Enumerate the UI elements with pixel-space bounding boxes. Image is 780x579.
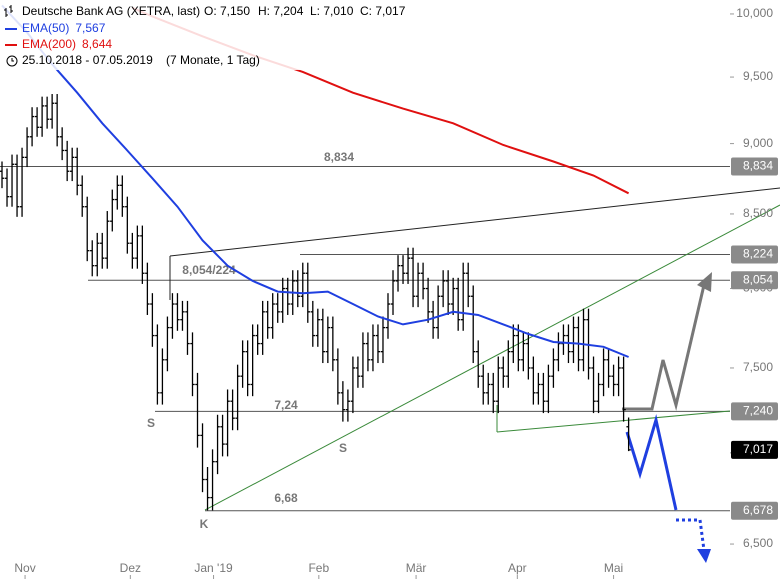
- price-box: [731, 402, 778, 421]
- scenario-arrow: [676, 518, 706, 551]
- price-box: [731, 271, 778, 290]
- y-tick-label: 6,500: [743, 536, 773, 550]
- y-tick-label: 9,500: [743, 69, 773, 83]
- overlay-lines: [169, 187, 780, 563]
- price-box: [731, 501, 778, 520]
- price-box-label: 8,054: [743, 272, 773, 286]
- legend: Deutsche Bank AG (XETRA, last) O: 7,150 …: [0, 0, 460, 70]
- annotation: S: [147, 416, 155, 430]
- price-box-label: 7,240: [743, 404, 773, 418]
- x-tick-label: Mär: [406, 561, 427, 575]
- clock-icon: [11, 58, 14, 62]
- y-tick-label: 10,000: [736, 6, 773, 20]
- legend-name: EMA(200): [22, 37, 76, 51]
- legend-bg: [0, 0, 460, 70]
- legend-value: 8,644: [82, 37, 112, 51]
- price-box-label: 6,678: [743, 503, 773, 517]
- ohlc-label: H: 7,204: [258, 4, 304, 18]
- arrow-head: [697, 272, 712, 292]
- period-span: (7 Monate, 1 Tag): [166, 53, 260, 67]
- price-box: [731, 440, 778, 459]
- legend-value: 7,567: [75, 21, 105, 35]
- y-tick-label: 7,500: [743, 360, 773, 374]
- legend-name: EMA(50): [22, 21, 69, 35]
- ema-line: [1, 4, 629, 358]
- price-box: [731, 245, 778, 264]
- x-tick-label: Mai: [604, 561, 623, 575]
- clock-icon: [6, 55, 18, 67]
- price-box-label: 8,224: [743, 247, 773, 261]
- annotation: 7,24: [274, 398, 298, 412]
- period: 25.10.2018 - 07.05.2019: [22, 53, 153, 67]
- x-tick-label: Feb: [308, 561, 329, 575]
- x-tick-label: Jan '19: [194, 561, 233, 575]
- ohlc-icon: [4, 5, 13, 17]
- annotation: K: [200, 517, 209, 531]
- y-tick-label: 8,500: [743, 206, 773, 220]
- instrument: Deutsche Bank AG (XETRA, last): [22, 4, 200, 18]
- trend-line: [496, 410, 731, 433]
- trend-line: [169, 187, 780, 257]
- price-box: [731, 157, 778, 176]
- annotation: S: [339, 441, 347, 455]
- ohlc-label: L: 7,010: [310, 4, 354, 18]
- ohlc-label: C: 7,017: [360, 4, 406, 18]
- price-box-label: 8,834: [743, 159, 773, 173]
- x-tick-label: Dez: [120, 561, 141, 575]
- x-tick-label: Nov: [14, 561, 35, 575]
- annotation: 6,68: [274, 491, 298, 505]
- arrow-head: [697, 549, 711, 563]
- trend-line: [204, 204, 780, 511]
- annotation: 8,834: [324, 150, 354, 164]
- scenario-arrow: [625, 414, 678, 511]
- y-tick-label: 9,000: [743, 136, 773, 150]
- ohlc-label: O: 7,150: [204, 4, 250, 18]
- x-tick-label: Apr: [508, 561, 527, 575]
- annotation: 8,054/224: [182, 263, 236, 277]
- scenario-arrow: [622, 284, 706, 411]
- price-box-label: 7,017: [743, 442, 773, 456]
